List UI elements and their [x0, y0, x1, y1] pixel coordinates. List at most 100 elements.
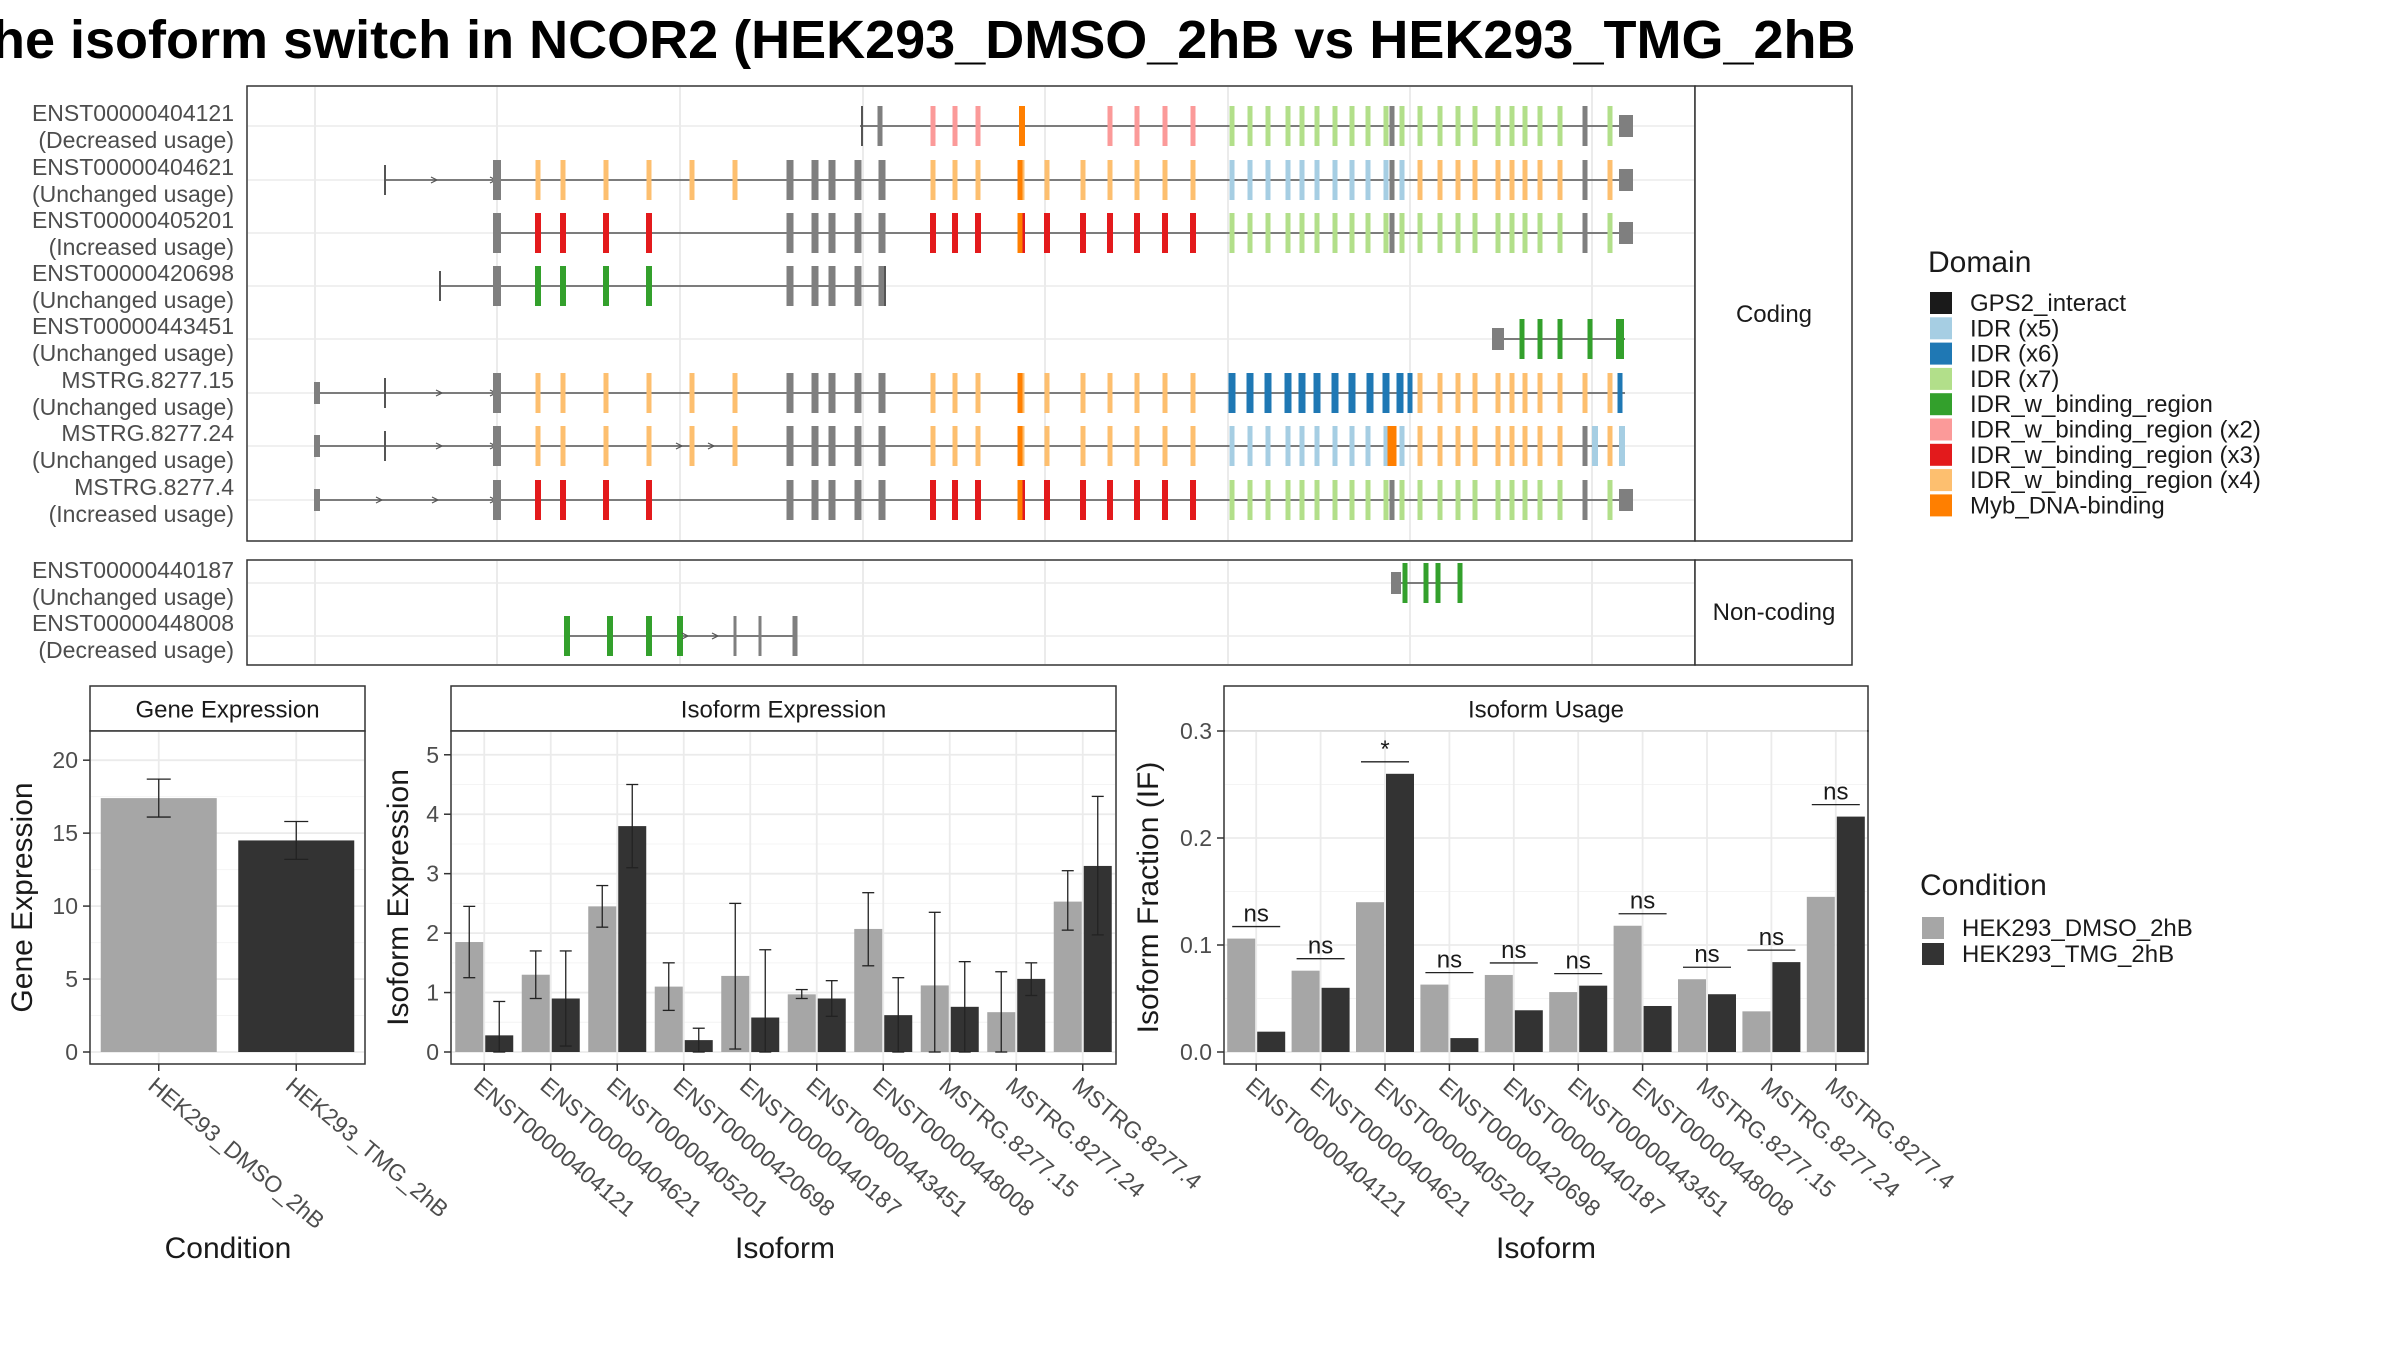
exon-domain: [1332, 160, 1338, 200]
exon-domain: [564, 616, 570, 656]
exon-domain: [1229, 160, 1235, 200]
exon-domain: [1228, 373, 1236, 413]
significance-label: ns: [1759, 924, 1784, 951]
exon-domain: [646, 213, 652, 253]
y-tick-label: 5: [426, 742, 439, 768]
exon-domain: [975, 106, 981, 146]
transcript-id: MSTRG.8277.4: [74, 474, 234, 500]
exon-domain: [1537, 319, 1543, 359]
exon-domain: [535, 266, 541, 306]
y-axis-title: Isoform Expression: [382, 769, 415, 1026]
exon-domain: [1557, 480, 1563, 520]
exon-domain: [1417, 426, 1423, 466]
exon-domain: [975, 373, 981, 413]
exon-noncoding: [1582, 213, 1588, 253]
exon-domain: [646, 373, 652, 413]
transcript-id: ENST00000405201: [32, 207, 234, 233]
bar-tmg: [1450, 1038, 1479, 1052]
y-axis-title: Isoform Fraction (IF): [1132, 762, 1165, 1034]
isoform-usage-chart: Isoform Usage0.00.10.20.3nsENST000004041…: [1132, 685, 1960, 1265]
coding-structure-panel: [246, 85, 1696, 542]
bar-dmso: [1356, 902, 1384, 1052]
y-tick-label: 0.0: [1180, 1039, 1212, 1065]
exon-domain: [1265, 213, 1271, 253]
exon-domain: [1247, 213, 1253, 253]
exon-domain: [1472, 373, 1478, 413]
significance-label: ns: [1244, 901, 1269, 928]
exon-domain: [1472, 480, 1478, 520]
y-tick-label: 0.1: [1180, 932, 1212, 958]
bar-dmso: [787, 994, 816, 1052]
domain-legend-label: GPS2_interact: [1970, 290, 2126, 317]
exon-domain: [1396, 373, 1404, 413]
significance-label: ns: [1308, 933, 1333, 960]
exon-domain: [603, 480, 609, 520]
exon-domain: [646, 480, 652, 520]
exon-noncoding: [493, 266, 501, 306]
exon-domain: [646, 160, 652, 200]
exon-domain: [952, 373, 958, 413]
bar-tmg: [1321, 987, 1350, 1052]
exon-noncoding: [828, 480, 836, 520]
bar-dmso: [1549, 992, 1578, 1052]
condition-legend-swatch: [1922, 943, 1944, 965]
exon-noncoding: [786, 160, 794, 200]
exon-domain: [560, 480, 566, 520]
exon-domain: [975, 426, 981, 466]
exon-noncoding: [828, 373, 836, 413]
exon-domain: [732, 426, 738, 466]
exon-noncoding: [1582, 160, 1588, 200]
bar-dmso: [1806, 896, 1835, 1052]
exon-domain: [560, 266, 566, 306]
exon-domain: [1162, 160, 1168, 200]
exon-noncoding: [878, 426, 886, 466]
exon-domain: [677, 616, 683, 656]
noncoding-structure-panel: [246, 559, 1696, 666]
exon-domain: [1557, 106, 1563, 146]
transcript-id: ENST00000443451: [32, 313, 234, 339]
bar-dmso: [1227, 938, 1256, 1052]
direction-arrow: [707, 442, 716, 450]
exon-domain: [1162, 106, 1168, 146]
exon-domain: [1417, 106, 1423, 146]
domain-legend-label: IDR (x5): [1970, 315, 2059, 342]
exon-domain: [1265, 426, 1271, 466]
direction-arrow: [675, 442, 684, 450]
transcript-usage: (Unchanged usage): [32, 181, 234, 207]
exon-noncoding: [854, 373, 862, 413]
exon-domain: [1472, 160, 1478, 200]
transcript-id: ENST00000404121: [32, 100, 234, 126]
exon-domain: [1387, 426, 1397, 466]
exon-noncoding: [854, 426, 862, 466]
exon-domain: [1455, 106, 1461, 146]
exon-domain: [646, 426, 652, 466]
exon-domain: [1264, 373, 1272, 413]
exon-domain: [1349, 160, 1355, 200]
exon-domain: [1495, 106, 1501, 146]
transcript-tracks: [314, 106, 1633, 656]
exon-utr: [1619, 489, 1633, 511]
exon-domain: [1265, 106, 1271, 146]
exon-domain: [1472, 213, 1478, 253]
domain-legend-swatch: [1930, 418, 1952, 441]
exon-domain: [1383, 160, 1389, 200]
exon-utr: [1619, 222, 1633, 244]
bar-tmg: [1257, 1031, 1286, 1052]
exon-domain: [1285, 480, 1291, 520]
exon-noncoding: [493, 373, 501, 413]
domain-legend-label: IDR (x7): [1970, 366, 2059, 393]
isoform-expression-chart: Isoform Expression012345ENST00000404121E…: [382, 685, 1207, 1265]
exon-domain: [1417, 213, 1423, 253]
y-tick-label: 1: [426, 980, 439, 1006]
exon-noncoding: [878, 373, 886, 413]
exon-noncoding: [493, 213, 501, 253]
exon-domain: [1437, 213, 1443, 253]
exon-utr: [384, 431, 386, 461]
exon-domain: [603, 160, 609, 200]
exon-domain: [1537, 373, 1543, 413]
exon-domain: [646, 266, 652, 306]
exon-domain: [1134, 106, 1140, 146]
domain-legend-swatch: [1930, 494, 1952, 517]
condition-legend-label: HEK293_TMG_2hB: [1962, 941, 2174, 968]
